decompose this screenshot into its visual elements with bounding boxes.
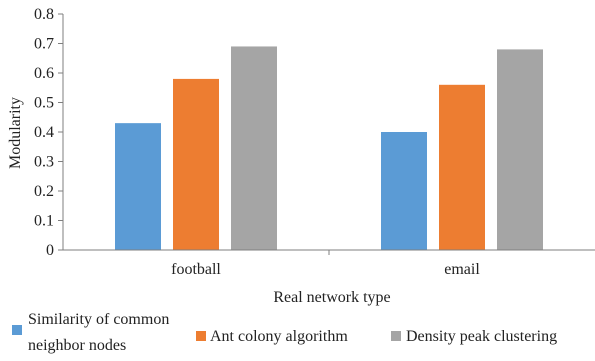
y-tick-label: 0.1 [34,213,54,230]
legend-label-density-peak: Density peak clustering [406,328,557,345]
legend-item-density-peak: Density peak clustering [391,328,557,345]
y-tick-label: 0.8 [34,6,54,23]
bar-ant-colony-football [173,78,219,251]
bar-density-peak-email [497,49,543,251]
bar-ant-colony-email [439,84,485,250]
y-axis: 0 0.1 0.2 0.3 0.4 0.5 0.6 0.7 0.8 [34,6,64,259]
legend-swatch-density-peak [391,331,401,341]
legend: Similarity of common neighbor nodes Ant … [12,311,557,354]
legend-swatch-similarity [12,325,22,335]
legend-item-ant-colony: Ant colony algorithm [196,328,348,345]
x-tick-label: email [444,261,480,278]
legend-swatch-ant-colony [196,331,206,341]
y-axis-title: Modularity [7,97,24,169]
legend-item-similarity: Similarity of common neighbor nodes [12,311,169,354]
bar-similarity-football [115,123,161,250]
y-tick-label: 0.5 [34,95,54,112]
y-tick-label: 0.4 [34,124,54,141]
bar-density-peak-football [231,46,277,251]
legend-label-similarity-line2: neighbor nodes [28,337,126,354]
x-axis: football email [63,249,595,278]
y-tick-label: 0 [46,242,54,259]
legend-label-ant-colony: Ant colony algorithm [210,328,348,345]
y-tick-label: 0.6 [34,65,54,82]
y-tick-label: 0.2 [34,183,54,200]
x-axis-title: Real network type [273,289,390,306]
bars [115,46,543,251]
y-tick-label: 0.3 [34,154,54,171]
legend-label-similarity-line1: Similarity of common [28,311,169,328]
y-tick-label: 0.7 [34,36,54,53]
x-tick-label: football [171,261,221,278]
bar-similarity-email [381,132,427,250]
